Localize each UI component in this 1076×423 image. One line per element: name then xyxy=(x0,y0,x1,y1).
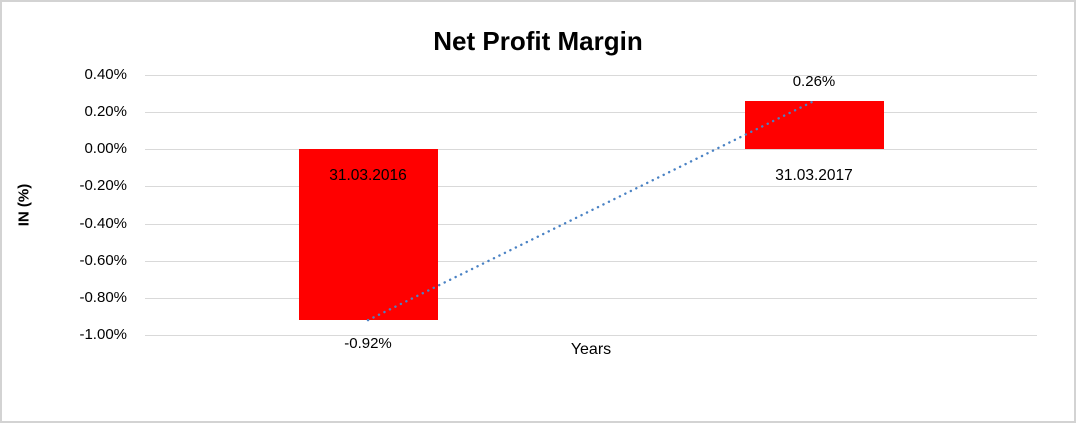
y-tick-label: 0.40% xyxy=(84,66,127,83)
y-tick-label: -0.20% xyxy=(79,177,127,194)
chart-title: Net Profit Margin xyxy=(433,26,643,56)
x-axis-title: Years xyxy=(570,341,612,358)
y-tick-label: -0.60% xyxy=(79,252,127,269)
y-gridline xyxy=(145,261,1037,262)
category-label: 31.03.2016 xyxy=(329,167,407,184)
y-tick-label: -0.80% xyxy=(79,289,127,306)
y-tick-label: 0.20% xyxy=(84,103,127,120)
data-label: 0.26% xyxy=(792,73,836,90)
bar-31.03.2017[interactable] xyxy=(745,101,884,149)
y-gridline xyxy=(145,112,1037,113)
y-gridline xyxy=(145,335,1037,336)
y-gridline xyxy=(145,149,1037,150)
y-tick-label: -1.00% xyxy=(79,326,127,343)
y-gridline xyxy=(145,224,1037,225)
y-gridline xyxy=(145,298,1037,299)
y-gridline xyxy=(145,75,1037,76)
y-tick-label: 0.00% xyxy=(84,140,127,157)
y-tick-label: -0.40% xyxy=(79,215,127,232)
data-label: -0.92% xyxy=(344,335,392,352)
category-label: 31.03.2017 xyxy=(775,167,853,184)
y-gridline xyxy=(145,186,1037,187)
